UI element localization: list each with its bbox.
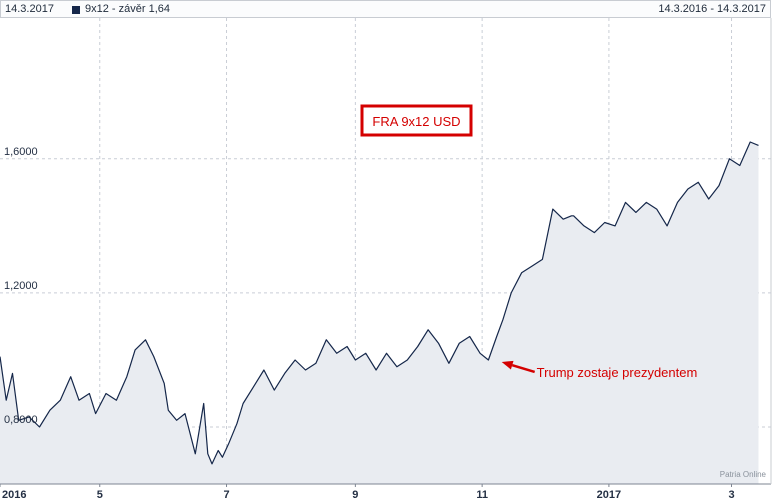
x-tick-label: 2017 [597, 489, 621, 501]
watermark: Patria Online [720, 470, 767, 479]
y-tick-label: 1,2000 [4, 280, 38, 292]
series-line [0, 141, 759, 465]
annotation-arrow [511, 363, 536, 374]
legend-swatch [72, 6, 80, 14]
axes [0, 18, 772, 487]
y-tick-label: 1,6000 [4, 146, 38, 158]
tick-labels: 2016 5 7 9 11 2017 3 1,6000 1,2000 0,8000 [2, 146, 735, 501]
title-box-border [360, 104, 473, 137]
x-tick-label: 3 [728, 489, 734, 501]
x-tick-label: 5 [97, 489, 103, 501]
annotation-label: Trump zostaje prezydentem [537, 365, 698, 380]
x-tick-label: 11 [476, 489, 488, 501]
header-series-label: 9x12 - závěr 1,64 [85, 3, 170, 15]
y-tick-label: 0,8000 [4, 414, 38, 426]
x-tick-label: 2016 [2, 489, 26, 501]
header-date-range: 14.3.2016 - 14.3.2017 [658, 3, 766, 15]
chart-plot: 2016 5 7 9 11 2017 3 1,6000 1,2000 0,8000 FRA 9x1… [0, 18, 772, 501]
chart-header: 14.3.2017 9x12 - závěr 1,64 14.3.2016 - … [0, 0, 771, 18]
x-tick-label: 9 [352, 489, 358, 501]
chart-title: FRA 9x12 USD [372, 114, 460, 129]
x-tick-label: 7 [223, 489, 229, 501]
header-date: 14.3.2017 [5, 3, 54, 15]
series-area [0, 142, 759, 484]
annotation-arrowhead [501, 360, 514, 370]
title-box: FRA 9x12 USD [360, 104, 473, 137]
annotation: Trump zostaje prezydentem [501, 360, 698, 380]
